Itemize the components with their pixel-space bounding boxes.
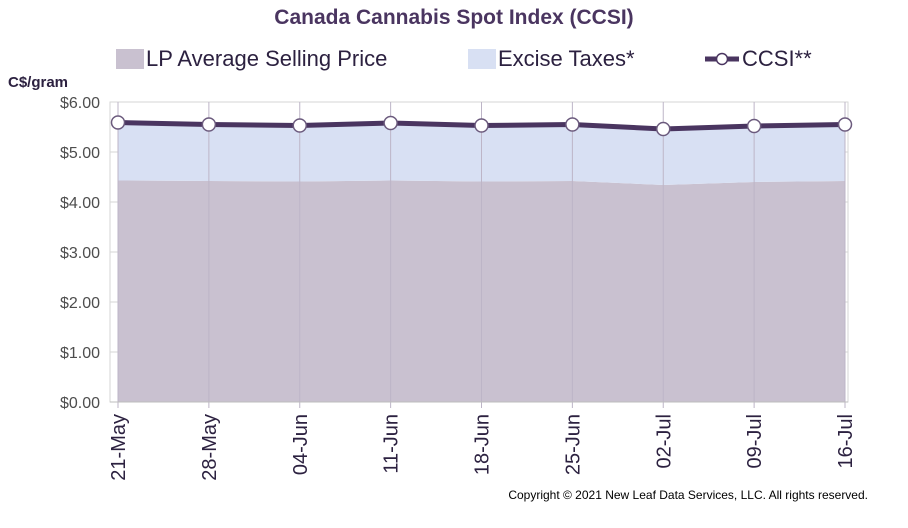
legend-label-lp: LP Average Selling Price bbox=[146, 46, 388, 71]
legend-item-excise-taxes: Excise Taxes* bbox=[468, 42, 635, 76]
legend-item-ccsi: CCSI** bbox=[704, 42, 812, 76]
copyright-notice: Copyright © 2021 New Leaf Data Services,… bbox=[508, 488, 868, 502]
y-tick-label: $6.00 bbox=[60, 95, 100, 112]
y-tick-label: $4.00 bbox=[60, 195, 100, 212]
y-tick-label: $0.00 bbox=[60, 395, 100, 412]
ccsi-marker bbox=[383, 115, 398, 131]
x-tick-label: 18-Jun bbox=[472, 414, 494, 475]
ccsi-marker bbox=[746, 118, 762, 134]
legend-swatch-ccsi bbox=[705, 52, 739, 66]
ccsi-marker bbox=[656, 121, 671, 137]
y-tick-label: $2.00 bbox=[60, 295, 100, 312]
ccsi-marker bbox=[837, 117, 853, 132]
ccsi-marker bbox=[292, 118, 307, 133]
x-tick-label: 09-Jul bbox=[744, 414, 766, 468]
legend-swatch-excise bbox=[468, 49, 496, 69]
ccsi-marker bbox=[474, 118, 489, 133]
y-tick-label: $5.00 bbox=[60, 145, 100, 162]
x-tick-label: 21-May bbox=[108, 414, 130, 481]
legend-swatch-lp bbox=[116, 49, 144, 69]
x-tick-label: 11-Jun bbox=[381, 414, 403, 474]
ccsi-marker bbox=[565, 117, 580, 132]
x-tick-label: 02-Jul bbox=[653, 414, 675, 468]
legend-label-excise: Excise Taxes* bbox=[498, 46, 635, 71]
x-tick-label: 25-Jun bbox=[562, 414, 584, 475]
x-tick-label: 16-Jul bbox=[835, 414, 857, 468]
chart-title: Canada Cannabis Spot Index (CCSI) bbox=[274, 6, 634, 29]
y-tick-label: $1.00 bbox=[60, 345, 100, 362]
ccsi-marker bbox=[110, 115, 126, 130]
y-axis-title: C$/gram bbox=[8, 74, 69, 91]
x-tick-label: 04-Jun bbox=[290, 414, 312, 475]
legend: LP Average Selling Price Excise Taxes* C… bbox=[0, 42, 908, 76]
legend-item-lp-average-selling-price: LP Average Selling Price bbox=[116, 42, 387, 76]
x-tick-label: 28-May bbox=[199, 414, 221, 481]
legend-label-ccsi: CCSI** bbox=[742, 46, 812, 71]
ccsi-marker bbox=[201, 117, 217, 132]
y-tick-label: $3.00 bbox=[60, 245, 100, 262]
